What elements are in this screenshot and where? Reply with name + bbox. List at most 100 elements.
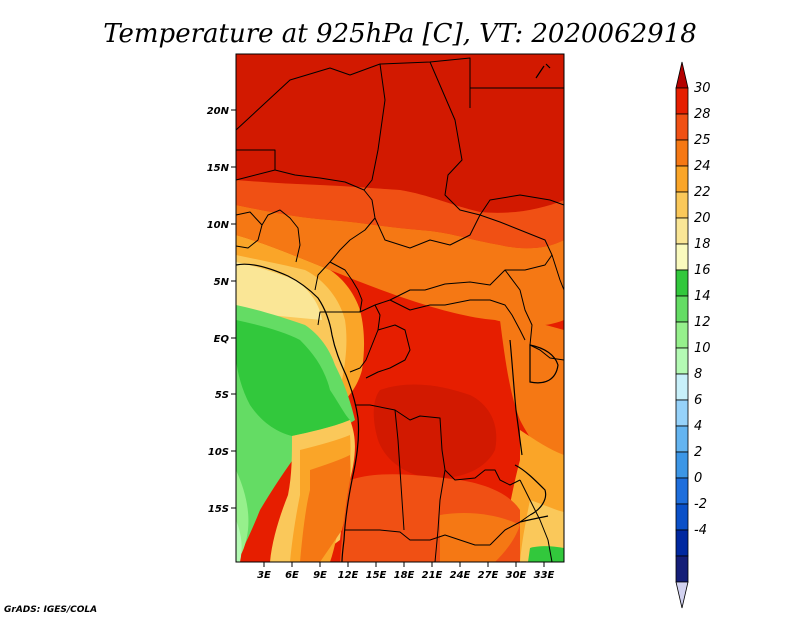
colorbar-top-triangle	[675, 61, 689, 89]
colorbar-tick-label: 25	[694, 133, 711, 148]
colorbar-swatch	[675, 555, 689, 583]
colorbar-swatch	[675, 399, 689, 427]
lon-tick-label: 9E	[313, 570, 327, 581]
colorbar-swatch	[675, 373, 689, 401]
latitude-axis: 20N 15N 10N 5N EQ 5S 10S 15S	[207, 106, 236, 515]
lat-tick-label: 15S	[208, 504, 229, 515]
colorbar-swatch	[675, 451, 689, 479]
colorbar-tick-label: -4	[694, 523, 707, 538]
colorbar-tick-label: 0	[694, 471, 702, 486]
coastlines	[235, 63, 559, 563]
lake-tanganyika	[509, 339, 523, 456]
lon-tick-label: 6E	[285, 570, 299, 581]
lon-tick-label: 27E	[478, 570, 499, 581]
border-mali-niger	[235, 149, 276, 181]
colorbar-tick-label: 24	[694, 159, 711, 174]
temp-zone-se-16	[528, 546, 564, 562]
border-ethiopia	[551, 254, 565, 291]
border-drc-north	[389, 299, 526, 341]
colorbar-swatch	[675, 87, 689, 115]
border-egypt-sudan	[469, 87, 564, 108]
grads-credit: GrADS: IGES/COLA	[4, 605, 97, 615]
temp-zone-15	[236, 320, 350, 436]
colorbar-swatch	[675, 425, 689, 453]
border-angola-zambia	[394, 409, 405, 531]
colorbar-swatch	[675, 165, 689, 193]
colorbar-swatch	[675, 529, 689, 557]
temp-zone-28	[236, 180, 564, 249]
colorbar-tick-label: 6	[694, 393, 702, 408]
border-cameroon-south	[317, 261, 363, 326]
lake-malawi	[514, 464, 547, 516]
colorbar-swatch	[675, 243, 689, 271]
colorbar-swatch	[675, 295, 689, 323]
colorbar-tick-label: 18	[694, 237, 711, 252]
lon-tick-label: 18E	[394, 570, 415, 581]
colorbar-tick-label: 28	[694, 107, 711, 122]
border-zimbabwe	[489, 514, 531, 546]
colorbar-tick-label: 10	[694, 341, 711, 356]
colorbar-swatch	[675, 321, 689, 349]
colorbar-swatches	[675, 61, 689, 609]
colorbar-tick-label: 22	[694, 185, 711, 200]
figure-title: Temperature at 925hPa [C], VT: 202006291…	[103, 19, 697, 49]
red-sea-coast	[535, 63, 551, 79]
colorbar-swatch	[675, 269, 689, 297]
colorbar-tick-label: 12	[694, 315, 711, 330]
colorbar-swatch	[675, 217, 689, 245]
lon-tick-label: 33E	[534, 570, 555, 581]
lat-tick-label: 10N	[207, 220, 230, 231]
colorbar-swatch	[675, 477, 689, 505]
lon-tick-label: 24E	[450, 570, 471, 581]
border-north	[235, 57, 471, 131]
border-niger-chad	[363, 63, 386, 191]
temp-zone-18	[236, 262, 322, 320]
colorbar-tick-label: 20	[694, 211, 711, 226]
colorbar-swatch	[675, 113, 689, 141]
temp-zone-se-20	[520, 500, 564, 562]
temp-zone-hot-north	[236, 54, 564, 213]
colorbar-tick-label: 14	[694, 289, 711, 304]
colorbar-tick-label: 16	[694, 263, 711, 278]
lon-tick-label: 12E	[338, 570, 359, 581]
colorbar-tick-label: 30	[694, 81, 711, 96]
temp-zone-south-25	[440, 513, 520, 562]
lat-tick-label: 5N	[214, 277, 230, 288]
colorbar-swatch	[675, 139, 689, 167]
temperature-field	[236, 54, 564, 562]
colorbar-tick-label: 4	[694, 419, 702, 434]
colorbar-swatch	[675, 347, 689, 375]
temp-zone-12	[236, 520, 242, 562]
border-zambia-botswana	[434, 469, 446, 563]
colorbar-bottom-triangle	[675, 581, 689, 609]
lat-tick-label: 5S	[215, 390, 229, 401]
lat-tick-label: 20N	[207, 106, 230, 117]
border-uganda	[504, 269, 533, 346]
border-sudan-south	[479, 194, 565, 216]
colorbar-swatch	[675, 503, 689, 531]
lat-tick-label: 10S	[208, 447, 229, 458]
border-ghana-togo	[235, 211, 263, 249]
border-nigeria-north	[274, 169, 376, 219]
temp-zone-hot-central	[373, 384, 497, 479]
map-frame	[235, 53, 565, 563]
lat-tick-label: 15N	[207, 163, 230, 174]
lon-tick-label: 15E	[366, 570, 387, 581]
lon-tick-label: 30E	[506, 570, 527, 581]
border-mozambique	[519, 479, 553, 563]
border-congo-west	[349, 304, 381, 373]
border-benin	[261, 209, 301, 263]
lake-victoria	[529, 344, 559, 384]
temp-zone-sw-25	[300, 455, 351, 562]
lake-kariba	[519, 515, 549, 523]
border-kenya-tanzania	[529, 344, 565, 361]
colorbar-tick-label: 8	[694, 367, 702, 382]
colorbar-swatch	[675, 191, 689, 219]
west-africa-coastline	[235, 263, 360, 563]
border-congo-drc	[365, 324, 411, 379]
temp-zone-east-25	[500, 319, 564, 470]
country-borders	[235, 57, 565, 563]
